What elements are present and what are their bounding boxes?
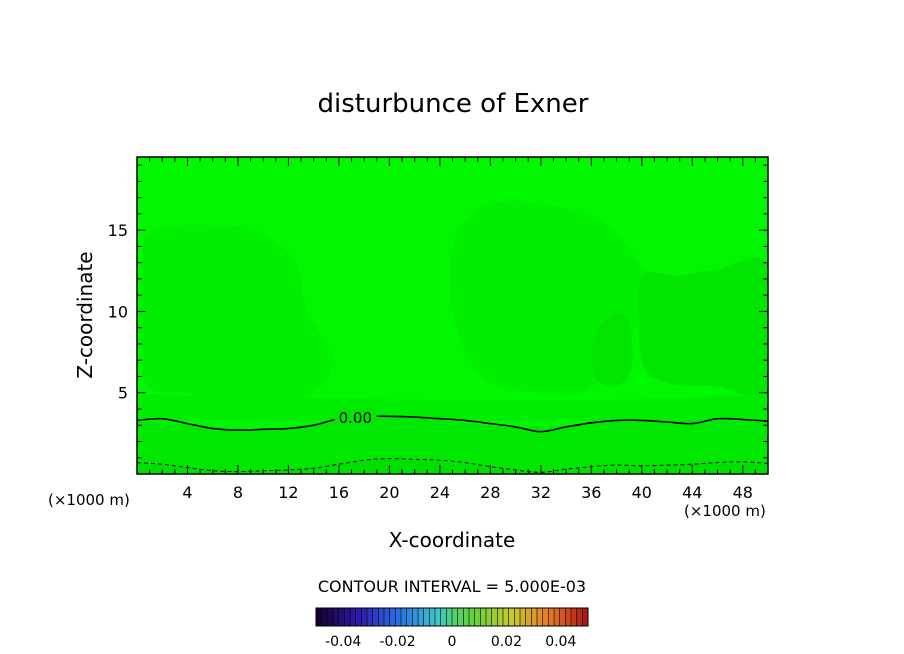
colorbar-swatch [412, 608, 419, 626]
colorbar-swatch [355, 608, 362, 626]
y-axis-ticks: 5 10 15 [108, 164, 768, 459]
colorbar-tick-label: -0.04 [325, 634, 361, 650]
shading-region-2 [591, 313, 633, 387]
colorbar-swatch [321, 608, 328, 626]
x-tick-label: 8 [233, 483, 243, 502]
shading-region-4 [137, 394, 768, 421]
x-axis-label: X-coordinate [389, 528, 516, 552]
contour-interval-text: CONTOUR INTERVAL = 5.000E-03 [318, 577, 586, 596]
x-tick-label: 16 [329, 483, 349, 502]
colorbar-swatch [446, 608, 453, 626]
colorbar-frame [315, 607, 589, 627]
colorbar-tick-labels: -0.04 -0.02 0 0.02 0.04 [325, 634, 576, 650]
colorbar-swatch [423, 608, 430, 626]
colorbar-swatch [520, 608, 526, 626]
colorbar-swatch [565, 608, 572, 626]
colorbar-swatch [469, 608, 475, 626]
colorbar [315, 607, 589, 627]
colorbar-swatch [571, 608, 577, 626]
x-tick-label: 12 [278, 483, 298, 502]
colorbar-swatch [486, 608, 492, 626]
y-tick-label: 10 [108, 302, 128, 321]
contour-label: 0.00 [339, 409, 372, 427]
x-tick-label: 48 [733, 483, 753, 502]
colorbar-swatch [548, 608, 555, 626]
chart-title: disturbunce of Exner [318, 89, 589, 119]
colorbar-swatch [537, 608, 543, 626]
colorbar-swatch [503, 608, 509, 626]
colorbar-swatch [554, 608, 560, 626]
colorbar-swatch [514, 608, 521, 626]
colorbar-swatch [389, 608, 396, 626]
x-tick-label: 24 [430, 483, 450, 502]
colorbar-swatch [372, 608, 379, 626]
colorbar-swatch [457, 608, 464, 626]
colorbar-swatch [316, 608, 322, 626]
colorbar-swatch [384, 608, 390, 626]
contour-line-zero [137, 415, 768, 433]
colorbar-swatch [435, 608, 441, 626]
colorbar-swatch [576, 608, 583, 626]
colorbar-tick-label: 0.02 [491, 634, 522, 650]
shading-region-3 [637, 257, 768, 398]
colorbar-swatch [361, 608, 368, 626]
shading-layer [137, 200, 768, 474]
colorbar-swatch [333, 608, 339, 626]
colorbar-swatch [542, 608, 549, 626]
colorbar-swatch [497, 608, 504, 626]
colorbar-swatch [350, 608, 356, 626]
colorbar-tick-label: 0.04 [545, 634, 576, 650]
colorbar-swatch [378, 608, 385, 626]
colorbar-swatch [480, 608, 487, 626]
colorbar-swatch [463, 608, 470, 626]
colorbar-swatch [491, 608, 498, 626]
x-tick-label: 44 [682, 483, 702, 502]
y-tick-label: 5 [118, 384, 128, 403]
x-unit-right: (×1000 m) [684, 502, 766, 520]
colorbar-swatch [401, 608, 407, 626]
colorbar-swatch [474, 608, 481, 626]
colorbar-swatch [418, 608, 424, 626]
colorbar-swatch [559, 608, 566, 626]
colorbar-swatch [338, 608, 345, 626]
x-tick-label: 36 [581, 483, 601, 502]
x-axis-ticks: 4 8 12 16 20 24 28 32 36 40 44 48 [149, 157, 756, 502]
contour-layer [137, 415, 768, 473]
colorbar-swatch [525, 608, 532, 626]
colorbar-swatch [531, 608, 538, 626]
colorbar-swatch [440, 608, 447, 626]
x-tick-label: 32 [531, 483, 551, 502]
colorbar-swatch [452, 608, 458, 626]
colorbar-swatch [582, 608, 589, 626]
contour-label-bg [334, 408, 377, 426]
contour-line-negative [137, 458, 768, 473]
colorbar-tick-label: 0 [448, 634, 457, 650]
colorbar-swatch [395, 608, 402, 626]
colorbar-swatch [508, 608, 515, 626]
x-unit-left: (×1000 m) [48, 491, 130, 509]
colorbar-swatch [406, 608, 413, 626]
x-tick-label: 20 [379, 483, 399, 502]
x-tick-label: 40 [632, 483, 652, 502]
contour-label-layer: 0.00 [334, 408, 377, 427]
shading-region-6 [137, 458, 768, 474]
colorbar-swatch [344, 608, 351, 626]
colorbar-swatch [367, 608, 373, 626]
shading-region-5 [137, 416, 768, 474]
shading-region-0 [138, 224, 333, 401]
colorbar-tick-label: -0.02 [379, 634, 415, 650]
y-axis-label: Z-coordinate [73, 251, 97, 378]
x-tick-label: 4 [182, 483, 192, 502]
y-tick-label: 15 [108, 221, 128, 240]
x-tick-label: 28 [480, 483, 500, 502]
colorbar-swatch [429, 608, 436, 626]
colorbar-swatch [327, 608, 334, 626]
